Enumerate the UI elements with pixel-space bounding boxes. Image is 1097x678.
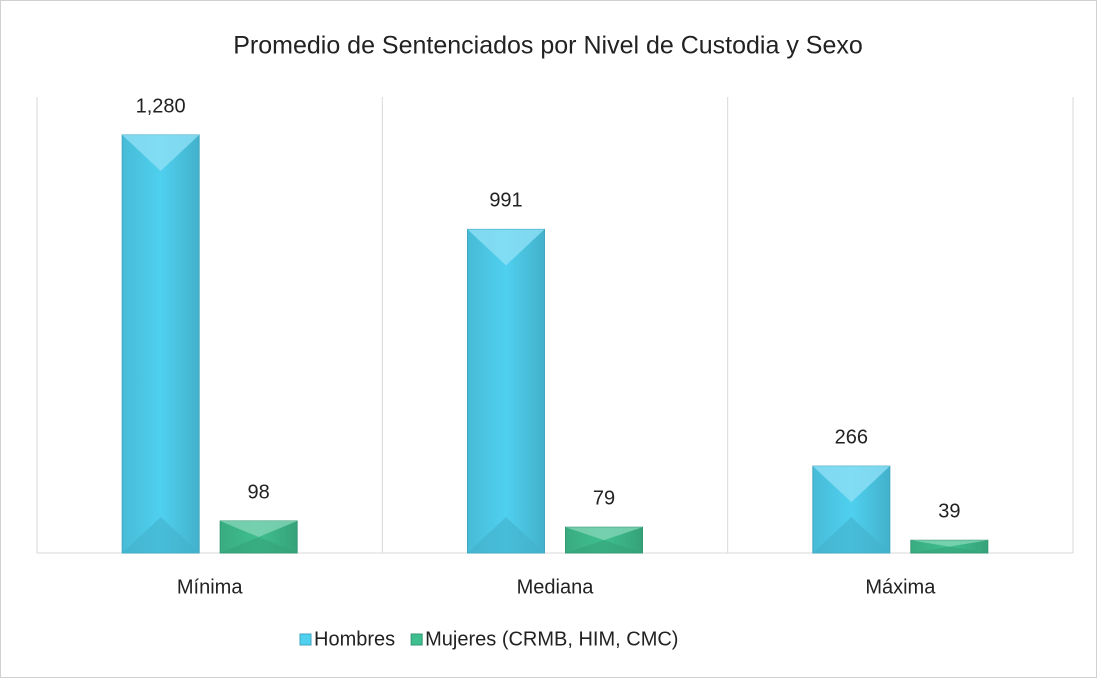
bar-bevel-top	[467, 229, 545, 266]
legend-label: Hombres	[314, 628, 395, 650]
bar-bevel-bottom	[812, 517, 890, 553]
data-label: 266	[835, 426, 868, 448]
bar-bevel-bottom	[565, 540, 643, 553]
bar-bevel-top	[565, 527, 643, 541]
chart-title: Promedio de Sentenciados por Nivel de Cu…	[233, 32, 863, 60]
legend-swatch	[299, 633, 312, 646]
bar-bevel-top	[220, 520, 298, 537]
data-label: 98	[248, 481, 270, 503]
data-label: 39	[938, 501, 960, 523]
bar-bevel-top	[122, 135, 200, 171]
bar	[121, 134, 200, 554]
bar-bevel-bottom	[910, 546, 988, 553]
data-label: 1,280	[136, 95, 186, 117]
x-tick-label: Máxima	[865, 576, 936, 598]
bar-bevel-bottom	[220, 536, 298, 553]
x-tick-label: Mínima	[177, 576, 243, 598]
bar	[467, 228, 545, 554]
x-tick-label: Mediana	[517, 576, 595, 598]
legend-swatch	[410, 633, 423, 646]
data-label: 79	[593, 487, 615, 509]
bar-bevel-bottom	[467, 517, 545, 553]
bar-bevel-bottom	[122, 517, 200, 553]
legend-label: Mujeres (CRMB, HIM, CMC)	[425, 628, 678, 650]
bar-bevel-top	[812, 466, 890, 503]
bar-bevel-top	[910, 540, 988, 547]
data-label: 991	[489, 190, 522, 212]
